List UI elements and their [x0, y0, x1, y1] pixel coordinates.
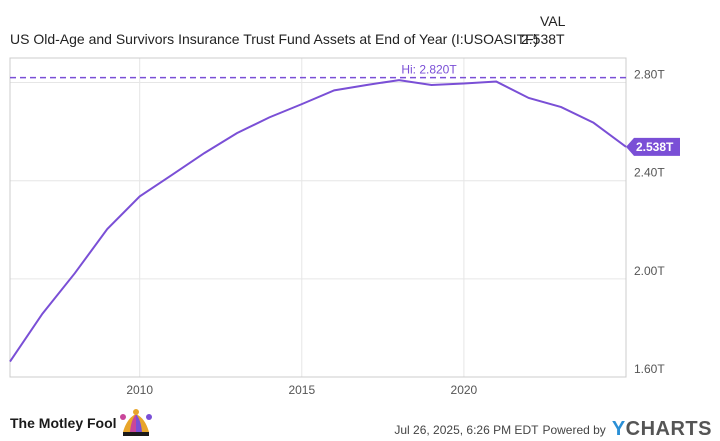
x-tick-label: 2020: [451, 383, 478, 397]
grid: [10, 58, 626, 378]
ycharts-logo-y: Y: [611, 418, 626, 440]
motley-fool-logo: The Motley Fool: [10, 408, 153, 438]
x-tick-label: 2015: [288, 383, 315, 397]
high-label: Hi: 2.820T: [401, 63, 457, 77]
ycharts-logo: YCHARTS: [612, 418, 712, 441]
last-value-flag: [626, 137, 680, 156]
y-tick-label: 2.40T: [634, 166, 665, 180]
line-chart: Hi: 2.820T 2010 2015 2020 1.60T 2.00T 2.40T 2.…: [9, 57, 680, 397]
y-tick-label: 2.80T: [634, 68, 665, 82]
ycharts-logo-text: CHARTS: [625, 418, 712, 440]
value-column-header: VAL: [540, 13, 566, 29]
current-value: 2.538T: [521, 31, 565, 47]
powered-by-text: Powered by: [542, 422, 606, 437]
chart-title: US Old-Age and Survivors Insurance Trust…: [10, 31, 539, 47]
timestamp: Jul 26, 2025, 6:26 PM EDT: [394, 422, 539, 437]
brand-text: The Motley Fool: [10, 415, 117, 431]
series-line: [9, 79, 627, 363]
last-value-marker: 2.538T: [626, 137, 680, 156]
y-tick-label: 1.60T: [634, 362, 665, 376]
last-value-label: 2.538T: [636, 140, 674, 154]
high-line-group: Hi: 2.820T: [10, 63, 626, 79]
ticks: 2010 2015 2020 1.60T 2.00T 2.40T 2.80T: [126, 68, 665, 397]
jester-hat-icon: [119, 409, 152, 436]
plot-border: [9, 57, 627, 378]
y-tick-label: 2.00T: [634, 264, 665, 278]
x-tick-label: 2010: [126, 383, 153, 397]
footer-attribution: Jul 26, 2025, 6:26 PM EDT Powered by YCH…: [394, 418, 712, 441]
